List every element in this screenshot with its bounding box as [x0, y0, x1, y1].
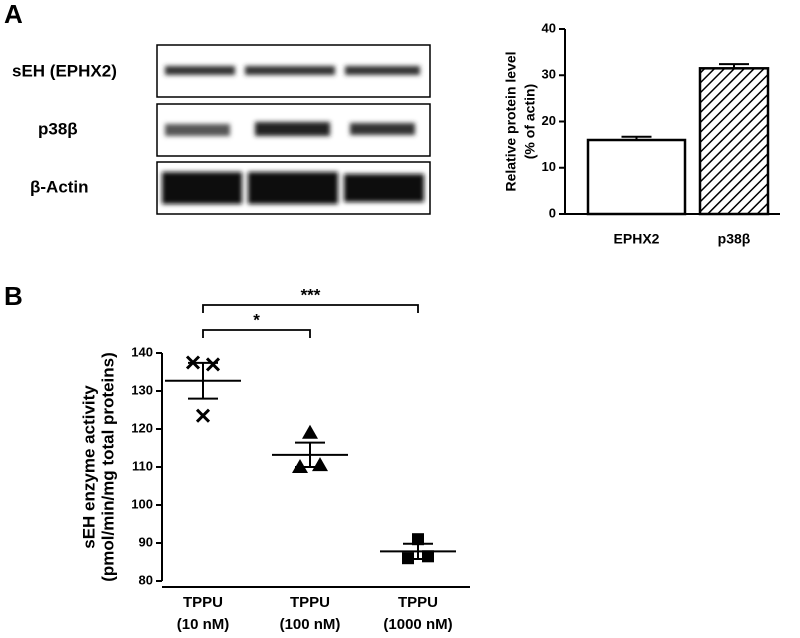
y-tick-label: 110 [132, 458, 153, 473]
blot-label: p38β [38, 119, 78, 138]
bar [586, 138, 687, 216]
y-tick-label: 10 [542, 159, 556, 174]
blot-label: β-Actin [30, 177, 89, 196]
data-point [312, 457, 328, 472]
y-tick-label: 40 [542, 20, 556, 35]
blot [156, 44, 431, 215]
y-axis-label: sEH enzyme activity [79, 385, 98, 549]
x-tick-label: TPPU [290, 594, 330, 611]
significance-bracket [202, 329, 311, 338]
data-point [205, 357, 221, 372]
data-point [302, 424, 318, 439]
y-tick-label: 120 [131, 420, 153, 435]
y-tick-label: 100 [131, 496, 153, 511]
x-tick-label: TPPU [183, 594, 223, 611]
x-tick-label: (10 nM) [177, 616, 230, 633]
y-tick-label: 80 [139, 572, 153, 587]
y-tick-label: 140 [131, 344, 153, 359]
x-tick-label: TPPU [398, 594, 438, 611]
x-tick-label: p38β [718, 231, 751, 247]
data-point [195, 408, 211, 423]
y-tick-label: 30 [542, 67, 556, 82]
data-point [412, 533, 424, 546]
y-axis-label: Relative protein level [503, 51, 519, 191]
y-axis-label: (% of actin) [522, 84, 538, 159]
significance-label: *** [301, 285, 321, 304]
y-tick-label: 20 [542, 113, 556, 128]
panel-label: B [4, 281, 23, 311]
y-tick-label: 90 [139, 534, 153, 549]
y-tick-label: 0 [549, 205, 556, 220]
blot-label: sEH (EPHX2) [12, 61, 117, 80]
x-tick-label: (1000 nM) [383, 616, 452, 633]
significance-label: * [253, 310, 260, 329]
significance-bracket [202, 304, 419, 313]
y-axis-label: (pmol/min/mg total proteins) [98, 352, 117, 582]
x-tick-label: EPHX2 [614, 231, 660, 247]
y-tick-label: 130 [131, 382, 153, 397]
bar [698, 67, 770, 216]
panel-label: A [4, 0, 23, 29]
x-tick-label: (100 nM) [280, 616, 341, 633]
